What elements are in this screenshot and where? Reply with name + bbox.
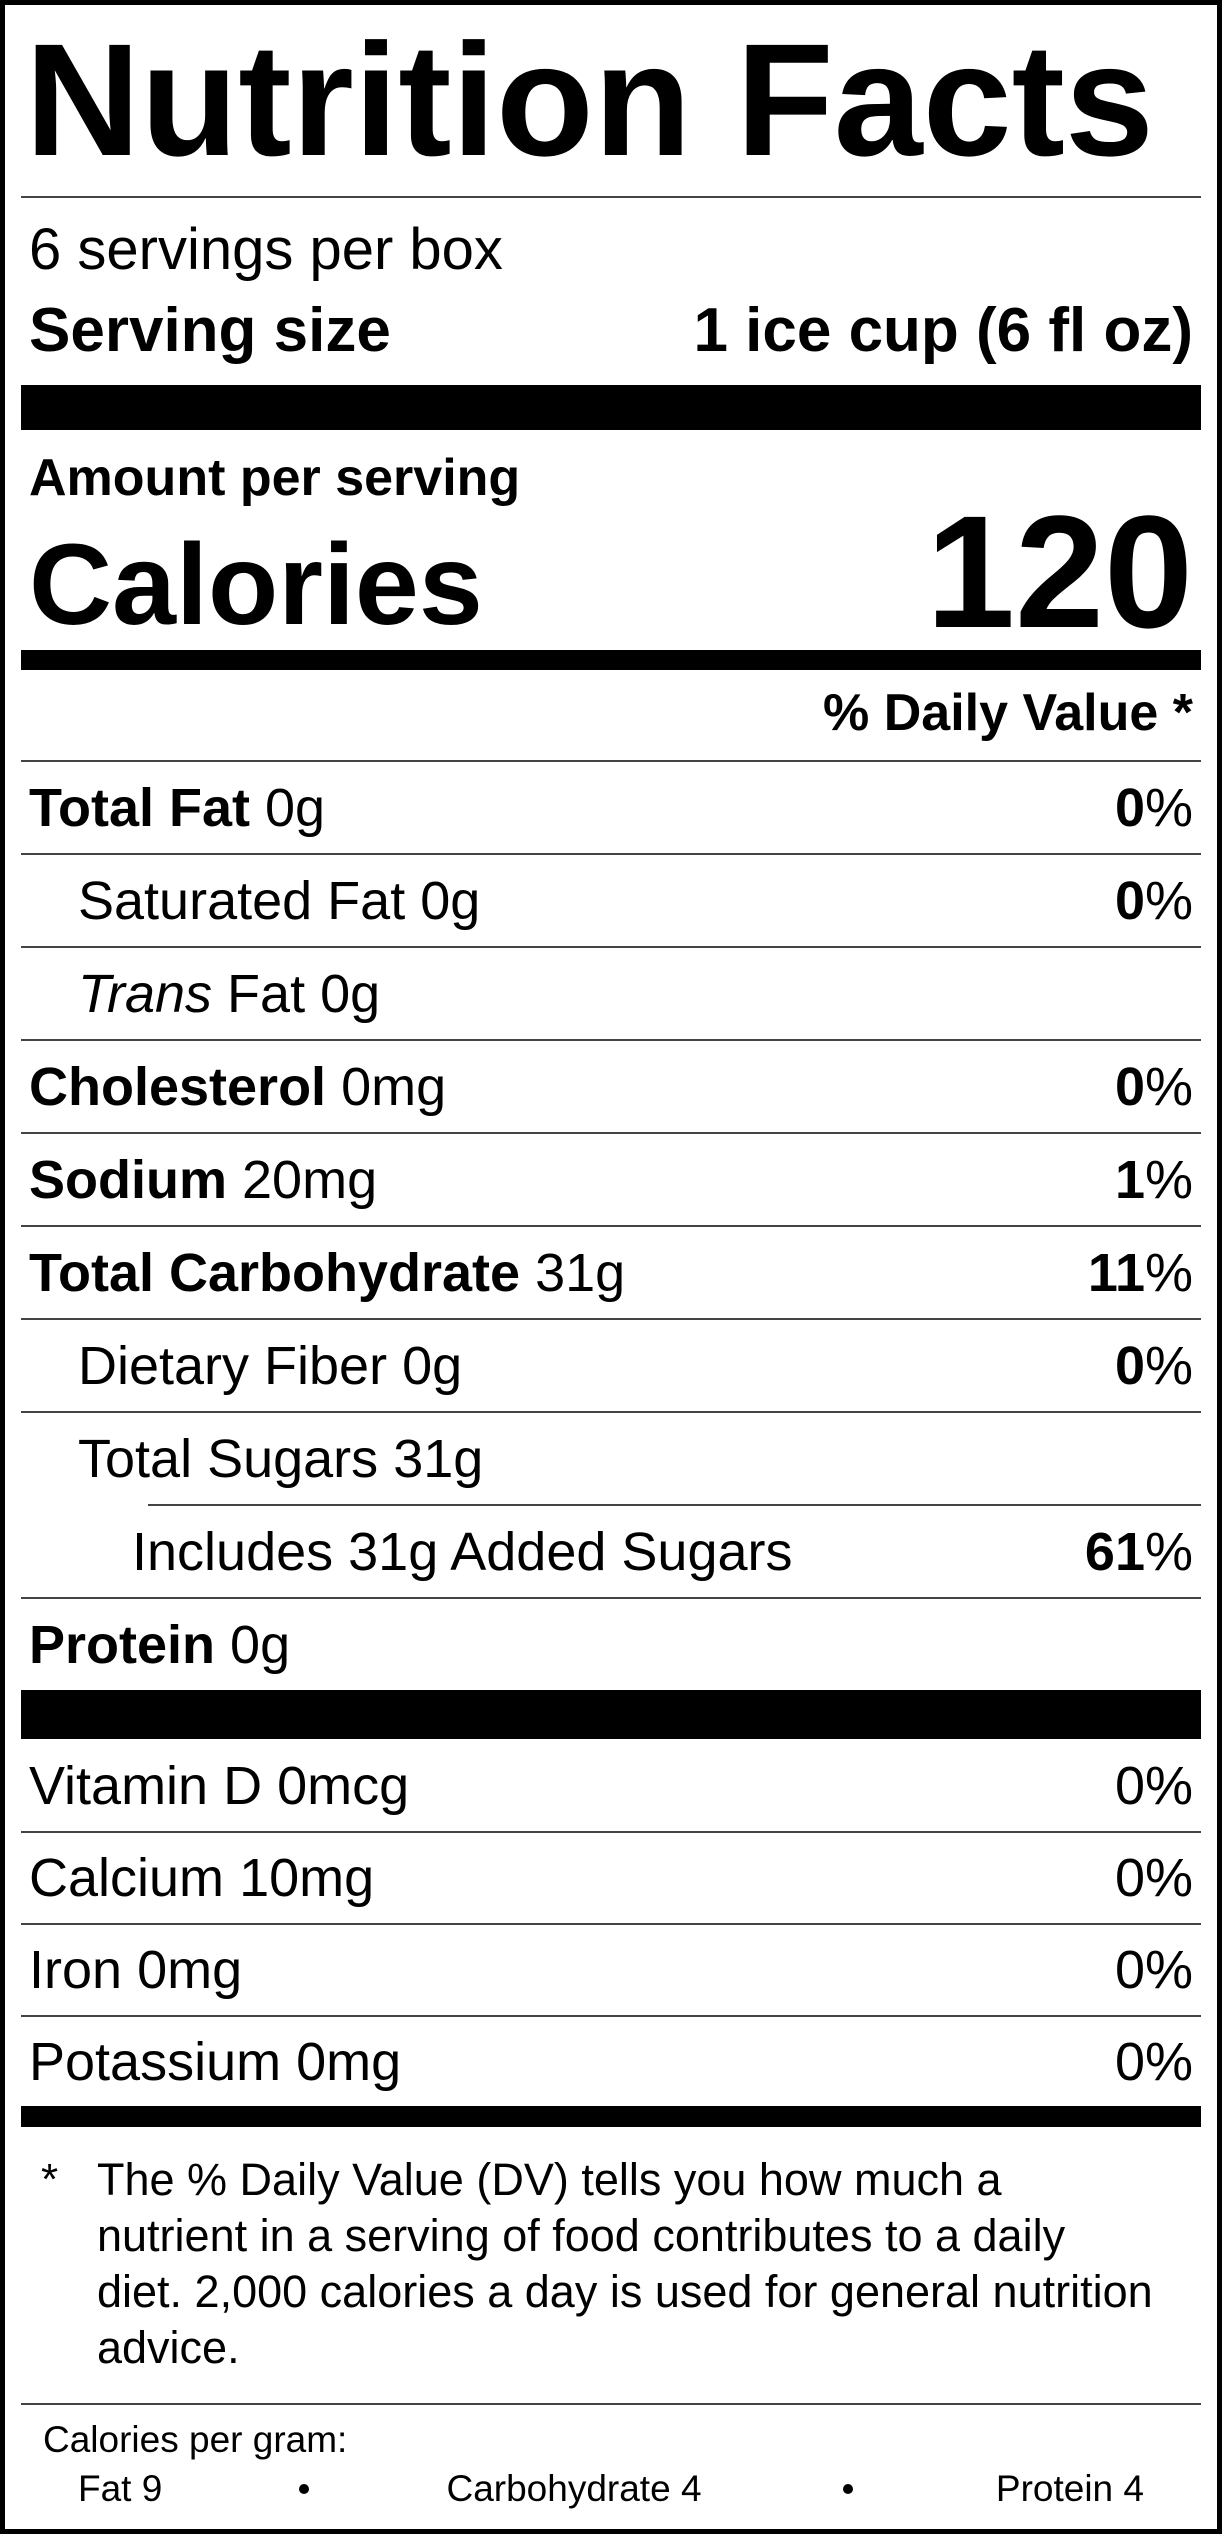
nutrient-amount: 0g <box>320 964 381 1024</box>
nutrient-name-italic: Trans <box>78 964 213 1024</box>
daily-value: 0% <box>1114 778 1193 838</box>
nutrient-amount: 0g <box>402 1336 463 1396</box>
bar <box>21 2106 1201 2127</box>
nutrient-name: Total Fat 0g <box>29 773 325 843</box>
bar <box>21 650 1201 670</box>
calories-per-gram-label: Calories per gram: <box>43 2419 348 2460</box>
vitamin-name: Calcium <box>29 1848 225 1908</box>
title: Nutrition Facts <box>25 10 1154 189</box>
nutrient-name: Trans Fat 0g <box>78 959 380 1029</box>
daily-value: 0% <box>1114 1848 1193 1908</box>
servings: 6 servings per box <box>29 217 503 282</box>
rule <box>148 1504 1201 1506</box>
nutrient-name: Cholesterol <box>29 1057 327 1117</box>
rule <box>21 946 1201 948</box>
rule <box>21 2403 1201 2405</box>
daily-value: 0% <box>1114 1057 1193 1117</box>
nutrient-name: Dietary Fiber 0g <box>78 1331 462 1401</box>
nutrient-amount: 31g <box>393 1429 484 1489</box>
nutrient-amount: 20mg <box>242 1150 378 1210</box>
footnote-text: The % Daily Value (DV) tells you how muc… <box>97 2154 1153 2373</box>
nutrient-name: Sodium 20mg <box>29 1145 377 1215</box>
daily-value: 0% <box>1114 1336 1193 1396</box>
vitamin-amount: 10mg <box>239 1848 375 1908</box>
footnote-marker: * <box>41 2155 59 2204</box>
nutrient-name: Includes 31g Added Sugars <box>132 1517 793 1587</box>
bullet <box>299 2484 309 2494</box>
bullet <box>843 2484 853 2494</box>
nutrient-name: Dietary Fiber <box>78 1336 388 1396</box>
nutrient-amount: 0g <box>265 778 326 838</box>
rule <box>21 1225 1201 1227</box>
rule <box>21 1923 1201 1925</box>
calories-per-gram-item: Protein 4 <box>995 2468 1144 2509</box>
nutrient-name: Total Sugars 31g <box>78 1424 483 1494</box>
nutrient-name: Sodium <box>29 1150 227 1210</box>
rule <box>21 2015 1201 2017</box>
daily-value: 0% <box>1114 1940 1193 2000</box>
serving-size-label: Serving size <box>29 296 391 365</box>
nutrient-name: Total Sugars <box>78 1429 379 1489</box>
nutrient-amount: 0g <box>420 871 481 931</box>
calories-per-gram-item: Carbohydrate 4 <box>446 2468 702 2509</box>
rule <box>21 1411 1201 1413</box>
calories-per-gram-item: Fat 9 <box>78 2468 163 2509</box>
nutrient-name: Saturated Fat 0g <box>78 866 480 936</box>
vitamin-amount: 0mg <box>137 1940 243 2000</box>
daily-value-header: % Daily Value * <box>823 684 1193 742</box>
nutrient-name: Includes 31g Added Sugars <box>132 1522 793 1582</box>
nutrient-name: Cholesterol 0mg <box>29 1052 446 1122</box>
calories-label: Calories <box>29 521 483 649</box>
rule <box>21 1039 1201 1041</box>
rule <box>21 853 1201 855</box>
vitamin-name: Calcium 10mg <box>29 1843 374 1913</box>
vitamin-name: Iron 0mg <box>29 1935 242 2005</box>
bar <box>21 385 1201 430</box>
nutrient-amount: 0mg <box>341 1057 447 1117</box>
daily-value: 0% <box>1114 871 1193 931</box>
vitamin-name: Iron <box>29 1940 123 2000</box>
daily-value: 0% <box>1114 2032 1193 2092</box>
vitamin-amount: 0mg <box>296 2032 402 2092</box>
daily-value: 61% <box>1084 1522 1193 1582</box>
calories-value: 120 <box>926 482 1193 661</box>
daily-value: 11% <box>1087 1243 1193 1303</box>
vitamin-name: Potassium 0mg <box>29 2027 401 2097</box>
nutrient-name: Total Fat <box>29 778 250 838</box>
rule <box>21 196 1201 198</box>
rule <box>21 1132 1201 1134</box>
vitamin-amount: 0mcg <box>277 1756 410 1816</box>
daily-value: 1% <box>1114 1150 1193 1210</box>
amount-per-serving: Amount per serving <box>29 449 521 507</box>
nutrient-amount: 0g <box>230 1615 291 1675</box>
nutrient-name: Protein <box>29 1615 216 1675</box>
daily-value: 0% <box>1114 1756 1193 1816</box>
bar <box>21 1690 1201 1739</box>
vitamin-name: Vitamin D 0mcg <box>29 1751 409 1821</box>
nutrient-name: Fat <box>227 964 306 1024</box>
rule <box>21 1597 1201 1599</box>
serving-size-value: 1 ice cup (6 fl oz) <box>693 296 1193 365</box>
vitamin-name: Potassium <box>29 2032 282 2092</box>
vitamin-name: Vitamin D <box>29 1756 263 1816</box>
nutrient-name: Saturated Fat <box>78 871 406 931</box>
rule <box>21 1318 1201 1320</box>
nutrient-name: Protein 0g <box>29 1610 290 1680</box>
nutrient-name: Total Carbohydrate <box>29 1243 521 1303</box>
nutrient-name: Total Carbohydrate 31g <box>29 1238 625 1308</box>
rule <box>21 1831 1201 1833</box>
rule <box>21 760 1201 762</box>
nutrient-amount: 31g <box>535 1243 626 1303</box>
